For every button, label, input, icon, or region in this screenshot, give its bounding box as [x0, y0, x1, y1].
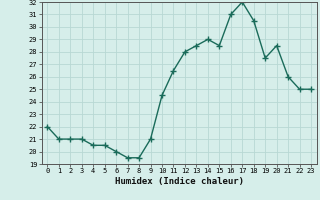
X-axis label: Humidex (Indice chaleur): Humidex (Indice chaleur): [115, 177, 244, 186]
